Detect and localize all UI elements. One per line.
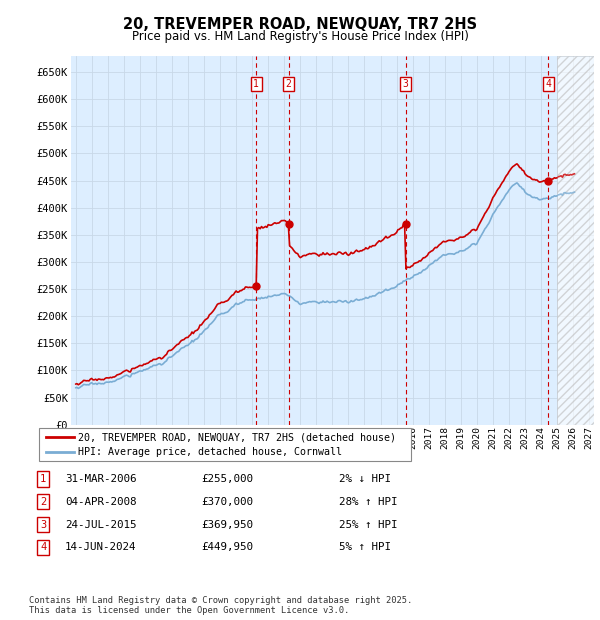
Text: 5% ↑ HPI: 5% ↑ HPI — [339, 542, 391, 552]
Text: 1: 1 — [40, 474, 46, 484]
Bar — [557, 56, 594, 425]
Text: 25% ↑ HPI: 25% ↑ HPI — [339, 520, 397, 529]
Text: 4: 4 — [40, 542, 46, 552]
Text: 20, TREVEMPER ROAD, NEWQUAY, TR7 2HS (detached house): 20, TREVEMPER ROAD, NEWQUAY, TR7 2HS (de… — [78, 432, 396, 443]
Text: 1: 1 — [253, 79, 259, 89]
Text: 04-APR-2008: 04-APR-2008 — [65, 497, 136, 507]
Text: £369,950: £369,950 — [201, 520, 253, 529]
Text: £370,000: £370,000 — [201, 497, 253, 507]
Text: Contains HM Land Registry data © Crown copyright and database right 2025.
This d: Contains HM Land Registry data © Crown c… — [29, 596, 412, 615]
Text: 3: 3 — [403, 79, 409, 89]
Text: 24-JUL-2015: 24-JUL-2015 — [65, 520, 136, 529]
Text: £449,950: £449,950 — [201, 542, 253, 552]
Text: 2% ↓ HPI: 2% ↓ HPI — [339, 474, 391, 484]
Text: HPI: Average price, detached house, Cornwall: HPI: Average price, detached house, Corn… — [78, 447, 342, 457]
Text: 4: 4 — [545, 79, 551, 89]
Text: £255,000: £255,000 — [201, 474, 253, 484]
Text: 28% ↑ HPI: 28% ↑ HPI — [339, 497, 397, 507]
Text: 2: 2 — [40, 497, 46, 507]
Text: 2: 2 — [286, 79, 292, 89]
Text: 20, TREVEMPER ROAD, NEWQUAY, TR7 2HS: 20, TREVEMPER ROAD, NEWQUAY, TR7 2HS — [123, 17, 477, 32]
Text: 31-MAR-2006: 31-MAR-2006 — [65, 474, 136, 484]
Text: 3: 3 — [40, 520, 46, 529]
Text: Price paid vs. HM Land Registry's House Price Index (HPI): Price paid vs. HM Land Registry's House … — [131, 30, 469, 43]
Text: 14-JUN-2024: 14-JUN-2024 — [65, 542, 136, 552]
